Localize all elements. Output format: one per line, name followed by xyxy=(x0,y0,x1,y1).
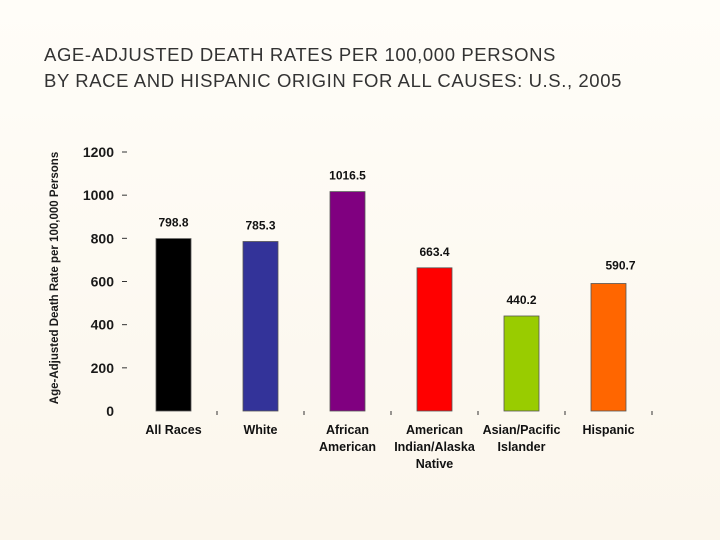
x-category-label: Indian/Alaska xyxy=(394,440,476,454)
x-category-label: Native xyxy=(416,457,454,471)
bar xyxy=(155,238,192,412)
data-label: 663.4 xyxy=(419,245,449,259)
x-category-label: American xyxy=(406,423,463,437)
x-category-label: Hispanic xyxy=(582,423,634,437)
y-tick-label: 200 xyxy=(91,360,115,376)
chart-title: AGE-ADJUSTED DEATH RATES PER 100,000 PER… xyxy=(44,42,704,94)
y-tick-label: 1200 xyxy=(83,144,114,160)
data-label: 590.7 xyxy=(605,259,635,273)
bar xyxy=(416,267,453,412)
x-category-label: White xyxy=(243,423,277,437)
bar xyxy=(329,191,366,412)
y-tick-label: 0 xyxy=(106,403,114,419)
x-category-label: All Races xyxy=(145,423,201,437)
y-tick-label: 800 xyxy=(91,230,115,246)
data-label: 798.8 xyxy=(158,216,188,230)
x-category-label: American xyxy=(319,440,376,454)
y-tick-label: 1000 xyxy=(83,187,114,203)
y-tick-label: 400 xyxy=(91,317,115,333)
x-category-label: Islander xyxy=(498,440,546,454)
y-tick-label: 600 xyxy=(91,274,115,290)
bar xyxy=(503,315,540,412)
bar xyxy=(242,241,279,412)
chart-title-line-2: BY RACE AND HISPANIC ORIGIN FOR ALL CAUS… xyxy=(44,70,622,91)
data-label: 440.2 xyxy=(506,293,536,307)
chart-title-line-1: AGE-ADJUSTED DEATH RATES PER 100,000 PER… xyxy=(44,44,556,65)
x-category-label: Asian/Pacific xyxy=(483,423,561,437)
bar xyxy=(590,283,627,412)
data-label: 1016.5 xyxy=(329,169,366,183)
x-category-label: African xyxy=(326,423,369,437)
data-label: 785.3 xyxy=(245,219,275,233)
